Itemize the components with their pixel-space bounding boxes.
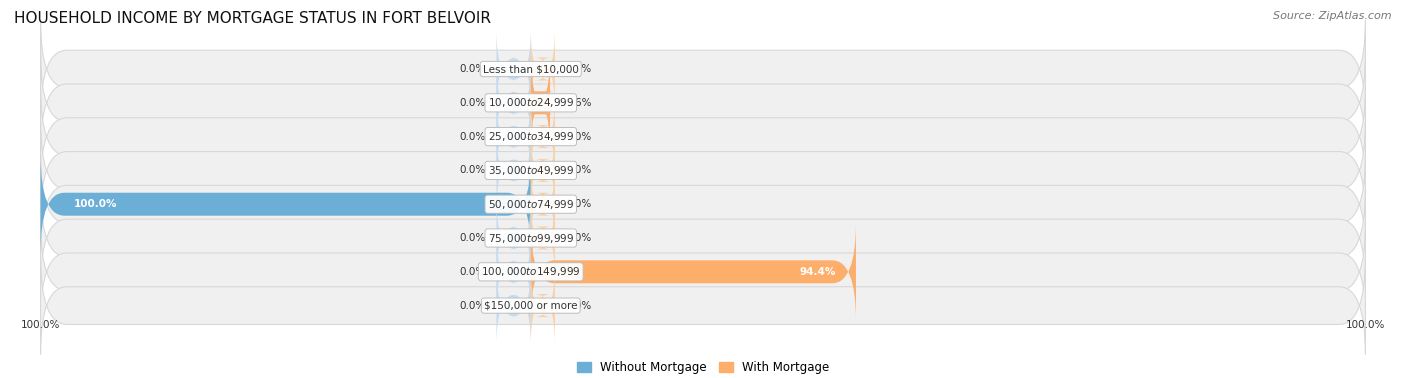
Text: 94.4%: 94.4% <box>800 267 837 277</box>
FancyBboxPatch shape <box>496 131 531 210</box>
FancyBboxPatch shape <box>531 30 555 108</box>
FancyBboxPatch shape <box>41 155 1365 253</box>
FancyBboxPatch shape <box>41 88 1365 185</box>
FancyBboxPatch shape <box>41 257 1365 354</box>
Text: 0.0%: 0.0% <box>565 301 592 311</box>
FancyBboxPatch shape <box>41 20 1365 118</box>
Text: 0.0%: 0.0% <box>460 301 486 311</box>
FancyBboxPatch shape <box>531 223 856 321</box>
FancyBboxPatch shape <box>531 165 555 243</box>
FancyBboxPatch shape <box>531 266 555 345</box>
Text: 0.0%: 0.0% <box>565 199 592 209</box>
Text: $75,000 to $99,999: $75,000 to $99,999 <box>488 231 574 245</box>
Text: 0.0%: 0.0% <box>460 166 486 175</box>
Text: 0.0%: 0.0% <box>460 233 486 243</box>
Text: $50,000 to $74,999: $50,000 to $74,999 <box>488 198 574 211</box>
FancyBboxPatch shape <box>531 131 555 210</box>
Text: Source: ZipAtlas.com: Source: ZipAtlas.com <box>1274 11 1392 21</box>
FancyBboxPatch shape <box>496 232 531 311</box>
FancyBboxPatch shape <box>41 189 1365 287</box>
FancyBboxPatch shape <box>496 266 531 345</box>
Legend: Without Mortgage, With Mortgage: Without Mortgage, With Mortgage <box>572 356 834 378</box>
FancyBboxPatch shape <box>41 223 1365 321</box>
Text: Less than $10,000: Less than $10,000 <box>482 64 579 74</box>
Text: 0.0%: 0.0% <box>460 64 486 74</box>
Text: 5.6%: 5.6% <box>565 98 592 108</box>
Text: $100,000 to $149,999: $100,000 to $149,999 <box>481 265 581 278</box>
Text: $35,000 to $49,999: $35,000 to $49,999 <box>488 164 574 177</box>
FancyBboxPatch shape <box>496 199 531 277</box>
FancyBboxPatch shape <box>496 64 531 142</box>
Text: $10,000 to $24,999: $10,000 to $24,999 <box>488 96 574 109</box>
FancyBboxPatch shape <box>41 54 1365 152</box>
Text: $25,000 to $34,999: $25,000 to $34,999 <box>488 130 574 143</box>
FancyBboxPatch shape <box>41 122 1365 219</box>
Text: 100.0%: 100.0% <box>1346 320 1385 330</box>
FancyBboxPatch shape <box>496 98 531 176</box>
FancyBboxPatch shape <box>531 98 555 176</box>
Text: 100.0%: 100.0% <box>73 199 117 209</box>
Text: 0.0%: 0.0% <box>565 64 592 74</box>
FancyBboxPatch shape <box>41 155 531 254</box>
Text: 0.0%: 0.0% <box>460 98 486 108</box>
Text: HOUSEHOLD INCOME BY MORTGAGE STATUS IN FORT BELVOIR: HOUSEHOLD INCOME BY MORTGAGE STATUS IN F… <box>14 11 491 26</box>
Text: $150,000 or more: $150,000 or more <box>484 301 578 311</box>
Text: 0.0%: 0.0% <box>460 267 486 277</box>
Text: 0.0%: 0.0% <box>565 132 592 142</box>
FancyBboxPatch shape <box>496 30 531 108</box>
FancyBboxPatch shape <box>531 199 555 277</box>
Text: 100.0%: 100.0% <box>21 320 60 330</box>
Text: 0.0%: 0.0% <box>565 166 592 175</box>
Text: 0.0%: 0.0% <box>460 132 486 142</box>
FancyBboxPatch shape <box>526 53 554 152</box>
Text: 0.0%: 0.0% <box>565 233 592 243</box>
